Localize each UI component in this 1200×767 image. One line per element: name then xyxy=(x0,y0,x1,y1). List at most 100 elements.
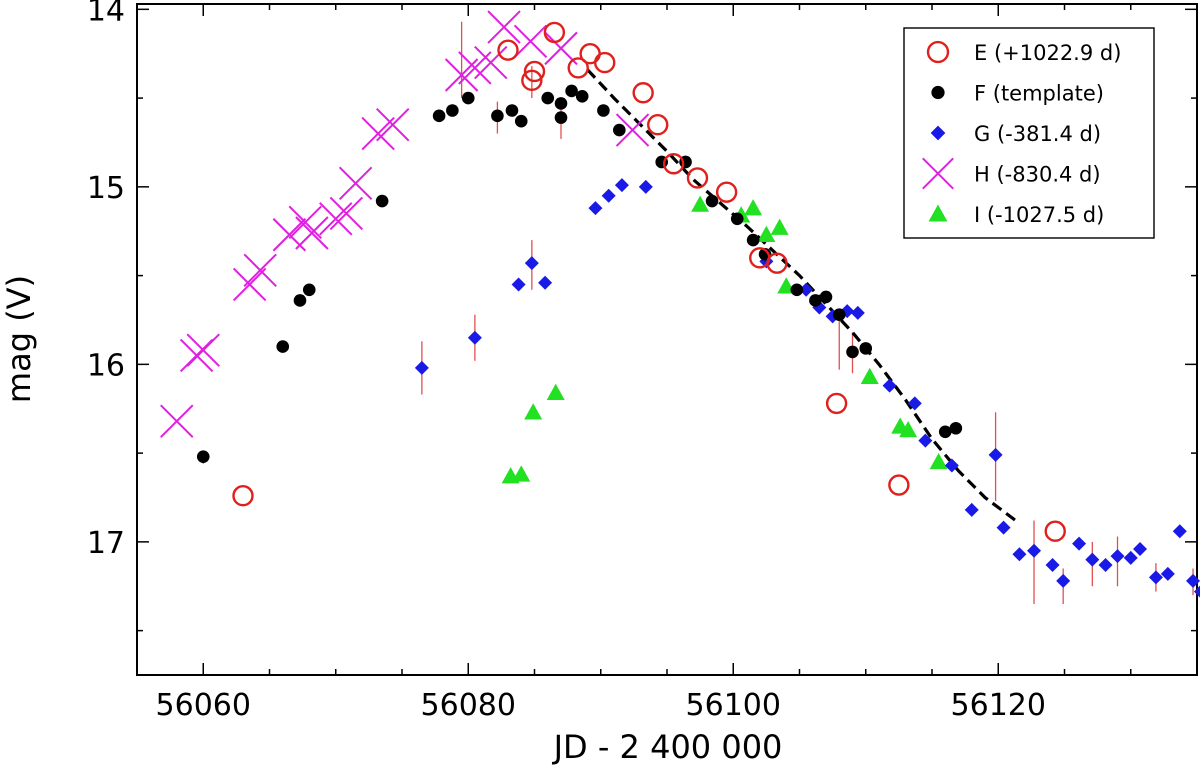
x-tick-label: 56100 xyxy=(686,688,781,723)
data-point xyxy=(523,60,546,83)
data-point xyxy=(705,194,719,208)
data-point xyxy=(524,403,543,420)
data-point xyxy=(196,450,210,463)
data-point xyxy=(846,345,859,359)
data-point xyxy=(964,502,979,517)
data-point xyxy=(524,256,539,271)
data-point xyxy=(926,40,950,64)
data-point xyxy=(575,90,589,103)
data-point xyxy=(850,305,865,320)
data-point xyxy=(615,113,650,147)
data-point xyxy=(513,24,548,58)
data-point xyxy=(1012,547,1027,562)
fit-line-layer xyxy=(586,68,1020,524)
data-point xyxy=(376,108,410,142)
series-x xyxy=(160,10,650,438)
data-point xyxy=(859,342,873,355)
legend: E (+1022.9 d) F (template) G (-381.4 d) H (… xyxy=(903,27,1155,239)
y-axis-label: mag (V) xyxy=(0,275,38,403)
data-point xyxy=(579,43,601,65)
data-point xyxy=(744,199,763,216)
data-point xyxy=(1085,552,1100,567)
legend-label: H (-830.4 d) xyxy=(974,163,1101,187)
axis-ticks: 56060 56080 56100 56120 14 15 16 17 xyxy=(87,0,1198,723)
data-point xyxy=(928,204,948,222)
data-point xyxy=(790,283,804,297)
data-point xyxy=(186,333,220,367)
data-point xyxy=(1110,549,1125,564)
data-point xyxy=(432,109,446,123)
data-point xyxy=(746,233,760,247)
data-point xyxy=(757,225,776,242)
data-point xyxy=(329,196,364,231)
data-point xyxy=(730,212,744,226)
data-point xyxy=(1193,585,1200,598)
data-point xyxy=(414,360,429,375)
data-point xyxy=(938,425,952,439)
x-axis-label: JD - 2 400 000 xyxy=(552,728,783,766)
data-point xyxy=(819,290,833,304)
data-point xyxy=(338,166,373,200)
data-point xyxy=(930,125,946,141)
x-tick-label: 56080 xyxy=(421,688,516,723)
data-point xyxy=(295,216,329,250)
data-point xyxy=(541,91,555,105)
data-point xyxy=(565,84,578,98)
data-point xyxy=(232,267,267,302)
data-point xyxy=(375,194,389,208)
y-tick-label: 17 xyxy=(87,526,125,561)
data-point xyxy=(497,39,519,61)
data-point xyxy=(272,218,307,252)
data-point xyxy=(949,421,963,435)
data-point xyxy=(521,69,543,92)
data-point xyxy=(302,283,316,297)
data-point xyxy=(614,178,629,193)
data-point xyxy=(766,252,788,274)
data-point xyxy=(361,116,395,151)
data-point xyxy=(888,474,910,496)
data-point xyxy=(538,275,553,290)
data-point xyxy=(944,458,959,473)
data-point xyxy=(446,104,459,117)
data-point xyxy=(1056,573,1071,588)
data-point xyxy=(293,294,307,307)
data-point xyxy=(922,157,954,190)
data-point xyxy=(882,378,897,393)
y-tick-label: 14 xyxy=(87,0,125,28)
data-point xyxy=(613,123,626,137)
series-filled-circle xyxy=(196,84,963,463)
data-point xyxy=(514,114,528,128)
data-point xyxy=(662,153,685,175)
data-point xyxy=(770,218,789,235)
data-point xyxy=(907,396,922,411)
data-point xyxy=(647,114,669,136)
data-point xyxy=(686,167,709,189)
data-point xyxy=(597,104,610,117)
data-point xyxy=(546,383,565,400)
data-point xyxy=(554,97,568,110)
data-point xyxy=(799,282,814,297)
data-point xyxy=(1148,570,1163,585)
data-point xyxy=(899,421,918,438)
data-point xyxy=(825,392,848,415)
data-point xyxy=(809,294,822,307)
data-point xyxy=(632,82,654,104)
data-point xyxy=(511,277,526,292)
data-point xyxy=(491,109,504,123)
series-open-circle xyxy=(232,21,1066,542)
data-point xyxy=(691,195,710,212)
data-point xyxy=(319,202,353,236)
x-tick-label: 56120 xyxy=(951,688,1046,723)
fit-line xyxy=(586,68,1020,524)
data-point xyxy=(543,21,566,44)
data-point xyxy=(288,205,322,240)
data-point xyxy=(1186,573,1200,588)
data-point xyxy=(567,57,589,79)
data-point xyxy=(860,367,879,384)
legend-label: G (-381.4 d) xyxy=(974,122,1101,146)
data-point xyxy=(988,447,1003,462)
data-point xyxy=(505,104,519,117)
data-point xyxy=(1045,557,1060,572)
data-point xyxy=(638,179,653,194)
data-point xyxy=(759,254,774,269)
